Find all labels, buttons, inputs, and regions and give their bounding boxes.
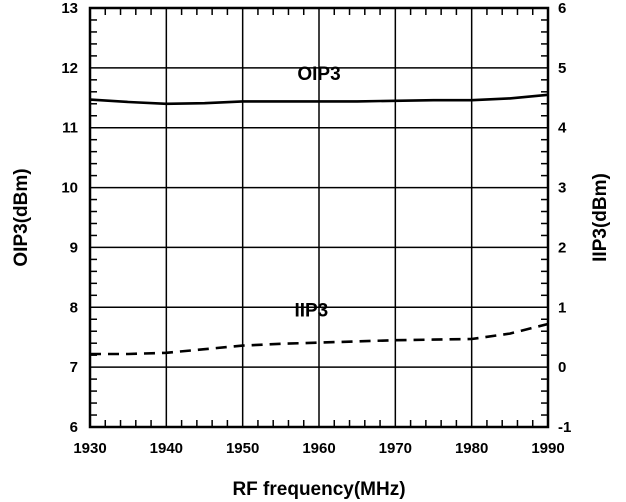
y-axis-right-title: IIP3(dBm) — [590, 173, 611, 262]
y-left-tick-label-11: 11 — [62, 120, 78, 137]
axis-titles: RF frequency(MHz) OIP3(dBm) IIP3(dBm) — [11, 168, 611, 500]
y-right-tick-label-2: 2 — [558, 239, 566, 256]
x-tick-label-1940: 1940 — [150, 440, 183, 457]
y-right-tick-label-1: 1 — [558, 299, 566, 316]
series-line-oip3 — [89, 93, 549, 106]
y-right-tick-label-5: 5 — [558, 60, 566, 77]
y-right-tick-label--1: -1 — [558, 419, 571, 436]
y-left-tick-label-12: 12 — [61, 60, 78, 77]
y-left-tick-label-10: 10 — [61, 180, 78, 197]
plot-frame — [88, 6, 550, 429]
y-left-tick-label-7: 7 — [70, 359, 78, 376]
y-right-tick-label-4: 4 — [558, 120, 567, 137]
x-tick-label-1960: 1960 — [302, 440, 335, 457]
x-axis-title: RF frequency(MHz) — [232, 479, 405, 500]
x-tick-label-1950: 1950 — [226, 440, 259, 457]
y-left-tick-label-9: 9 — [70, 239, 78, 256]
grid-lines — [90, 8, 548, 427]
series-lines — [89, 93, 549, 356]
y-right-tick-label-0: 0 — [558, 359, 566, 376]
y-left-tick-label-8: 8 — [70, 299, 78, 316]
x-tick-label-1980: 1980 — [455, 440, 488, 457]
series-line-iip3 — [90, 322, 549, 356]
series-label-iip3: IIP3 — [294, 300, 328, 321]
y-axis-left-title: OIP3(dBm) — [11, 168, 32, 266]
series-label-oip3: OIP3 — [297, 64, 340, 85]
tick-labels: 1930 1940 1950 1960 1970 1980 1990678910111213… — [61, 0, 571, 457]
x-tick-label-1970: 1970 — [379, 440, 412, 457]
y-left-tick-label-6: 6 — [70, 419, 78, 436]
y-left-tick-label-13: 13 — [61, 0, 78, 17]
x-tick-label-1990: 1990 — [531, 440, 564, 457]
y-right-tick-label-3: 3 — [558, 180, 566, 197]
y-right-tick-label-6: 6 — [558, 0, 566, 17]
x-tick-label-1930: 1930 — [73, 440, 106, 457]
